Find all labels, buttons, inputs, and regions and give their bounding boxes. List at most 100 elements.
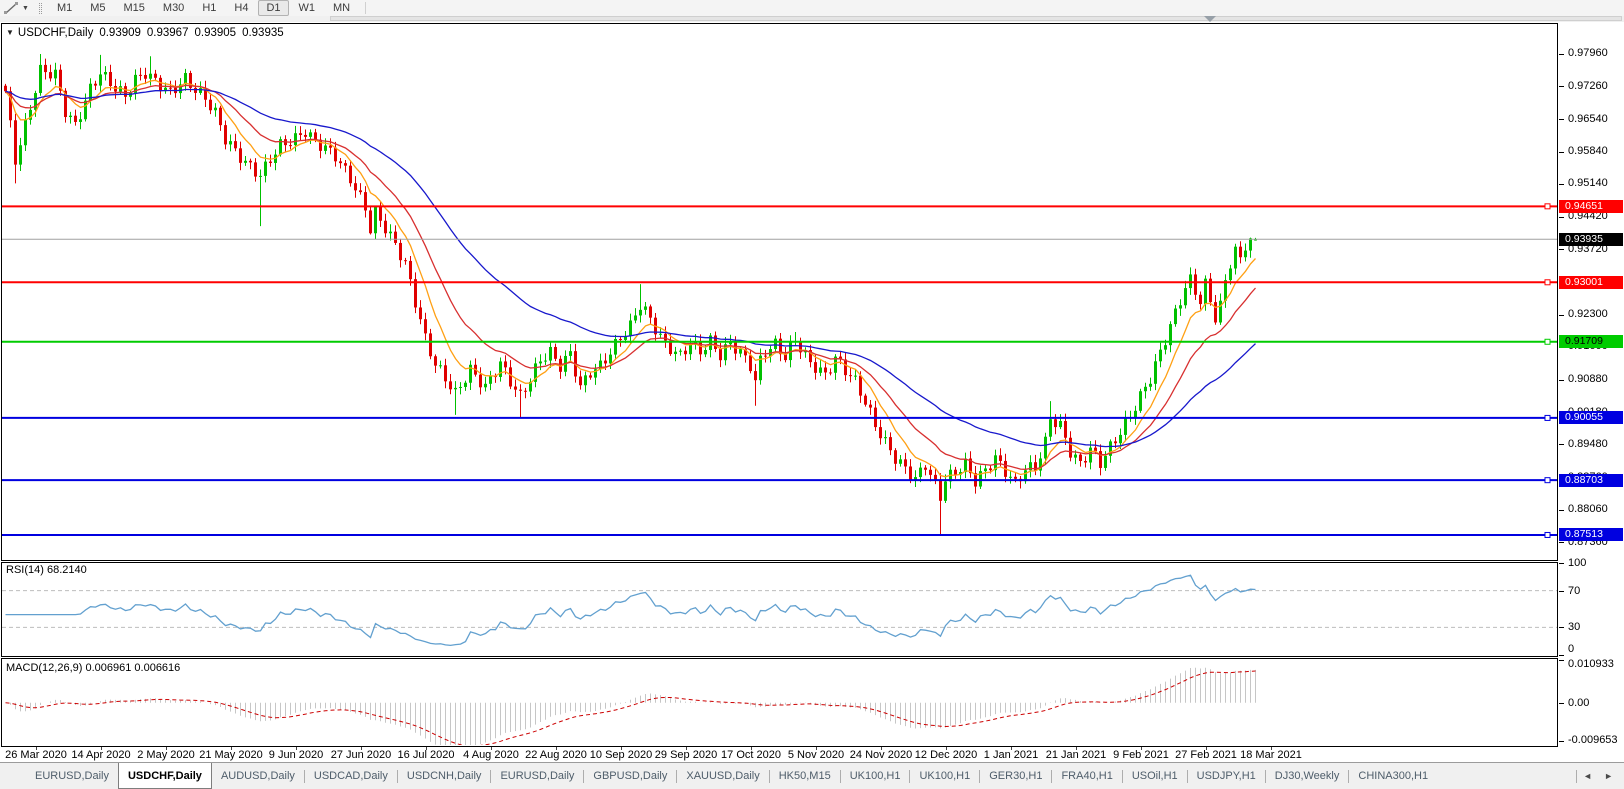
candle: [1139, 388, 1142, 413]
tab-uk100-h1[interactable]: UK100,H1: [849, 770, 901, 782]
timeframe-button-h1[interactable]: H1: [202, 2, 217, 14]
timeframe-button-m5[interactable]: M5: [90, 2, 106, 14]
tab-separator: [303, 769, 305, 783]
candle: [944, 474, 947, 503]
candle: [89, 78, 92, 108]
tab-china300-h1[interactable]: CHINA300,H1: [1358, 770, 1429, 782]
date-tick-mark: [751, 747, 752, 750]
date-label: 27 Feb 2021: [1175, 749, 1237, 761]
hline-price-tag: 0.90055: [1559, 411, 1623, 424]
candle: [804, 347, 807, 358]
tab-fra40-h1[interactable]: FRA40,H1: [1061, 770, 1113, 782]
timeframe-button-h4[interactable]: H4: [234, 2, 249, 14]
tab-usdcnh-daily[interactable]: USDCNH,Daily: [406, 770, 482, 782]
date-label: 1 Jan 2021: [983, 749, 1039, 761]
tab-separator: [979, 769, 981, 783]
hline-handle[interactable]: [1544, 279, 1551, 286]
macd-histogram: [10, 667, 1256, 745]
hline-price-tag: 0.93001: [1559, 276, 1623, 289]
timeframe-button-m15[interactable]: M15: [123, 2, 145, 14]
tab-usdchf-daily[interactable]: USDCHF,Daily: [117, 763, 212, 789]
timeframe-button-m30[interactable]: M30: [162, 2, 185, 14]
hline-handle[interactable]: [1544, 338, 1551, 345]
candle: [449, 373, 452, 395]
timeframe-button-d1[interactable]: D1: [258, 0, 289, 16]
tab-audusd-daily[interactable]: AUDUSD,Daily: [220, 770, 295, 782]
chart-shift-marker-icon[interactable]: [1204, 16, 1216, 22]
line-studies-tool[interactable]: ▼: [0, 1, 33, 15]
price-tick-label: 0.88060: [1568, 503, 1608, 515]
price-tick-mark: [1559, 315, 1564, 316]
chart-symbol-label: USDCHF,Daily: [17, 27, 94, 39]
candle: [304, 129, 307, 142]
candle: [1029, 455, 1032, 478]
hline-handle[interactable]: [1544, 477, 1551, 484]
tabs-scroll-controls: ◄ ►: [1576, 763, 1624, 789]
candle: [1124, 410, 1127, 442]
rsi-indicator-label: RSI(14) 68.2140: [6, 564, 87, 576]
collapse-arrow-icon[interactable]: ▼: [6, 28, 14, 37]
candle: [684, 346, 687, 361]
candle: [79, 111, 82, 130]
candle: [1144, 382, 1147, 399]
candle: [1249, 237, 1252, 258]
tabs-scroll-right-icon[interactable]: ►: [1604, 771, 1613, 781]
tab-usdjpy-h1[interactable]: USDJPY,H1: [1196, 770, 1256, 782]
candle: [179, 78, 182, 100]
date-label: 12 Dec 2020: [914, 749, 978, 761]
candle: [779, 333, 782, 362]
tab-separator: [768, 769, 770, 783]
tab-eurusd-daily[interactable]: EURUSD,Daily: [500, 770, 575, 782]
candle: [1219, 293, 1222, 325]
candle: [1089, 440, 1092, 470]
tab-eurusd-daily[interactable]: EURUSD,Daily: [35, 770, 109, 782]
macd-axis-label: 0.010933: [1568, 658, 1614, 670]
tab-dj30-weekly[interactable]: DJ30,Weekly: [1274, 770, 1340, 782]
tab-usdcad-daily[interactable]: USDCAD,Daily: [313, 770, 388, 782]
candle: [934, 468, 937, 485]
chevron-down-icon[interactable]: ▼: [22, 4, 29, 12]
candle: [1199, 291, 1202, 310]
tab-separator: [1264, 769, 1266, 783]
toolbar-grip-handle[interactable]: [38, 2, 42, 14]
chart-title: ▼ USDCHF,Daily 0.93909 0.93967 0.93905 0.9393…: [6, 27, 284, 39]
moving-average-mid: [5, 84, 1256, 470]
tab-gbpusd-daily[interactable]: GBPUSD,Daily: [593, 770, 668, 782]
candle: [814, 355, 817, 380]
hline-handle[interactable]: [1544, 414, 1551, 421]
timeframe-button-w1[interactable]: W1: [298, 2, 316, 14]
hline-handle[interactable]: [1544, 531, 1551, 538]
price-tick-mark: [1559, 217, 1564, 218]
candle: [429, 328, 432, 360]
tab-ger30-h1[interactable]: GER30,H1: [989, 770, 1043, 782]
tab-xauusd-daily[interactable]: XAUUSD,Daily: [686, 770, 760, 782]
candle: [884, 430, 887, 444]
timeframe-button-mn[interactable]: MN: [333, 2, 351, 14]
candle: [1209, 272, 1212, 306]
candle: [1169, 321, 1172, 353]
tabs-scroll-left-icon[interactable]: ◄: [1583, 771, 1593, 781]
candle: [554, 343, 557, 362]
candle: [384, 213, 387, 238]
tab-usoil-h1[interactable]: USOil,H1: [1131, 770, 1178, 782]
candle: [749, 349, 752, 374]
candle: [474, 358, 477, 377]
candle: [1099, 444, 1102, 476]
date-tick-mark: [816, 747, 817, 750]
candle: [344, 160, 347, 173]
price-tick-mark: [1559, 249, 1564, 250]
date-label: 2 May 2020: [137, 749, 195, 761]
tab-hk50-m15[interactable]: HK50,M15: [778, 770, 831, 782]
candle: [74, 109, 77, 126]
hline-handle[interactable]: [1544, 203, 1551, 210]
candle: [99, 54, 102, 92]
macd-pane[interactable]: [1, 658, 1558, 747]
candle: [59, 64, 62, 96]
chart-horizontal-scrollbar[interactable]: [0, 16, 1624, 22]
date-tick-mark: [426, 747, 427, 750]
timeframe-button-m1[interactable]: M1: [56, 2, 73, 14]
candle: [109, 64, 112, 91]
hline-price-tag: 0.88703: [1559, 474, 1623, 487]
scrollbar-thumb[interactable]: [330, 16, 1622, 21]
tab-uk100-h1[interactable]: UK100,H1: [919, 770, 971, 782]
